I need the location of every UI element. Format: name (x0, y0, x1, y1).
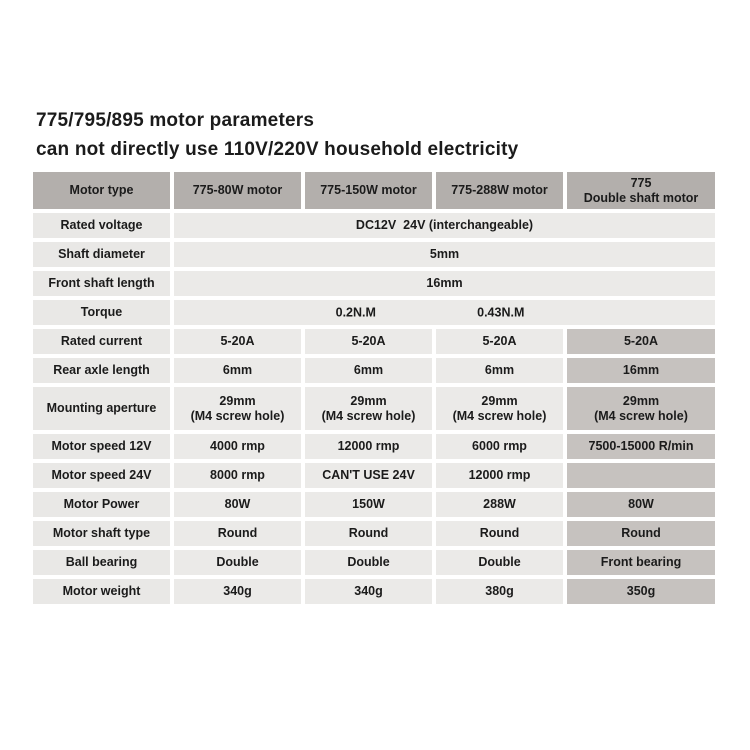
header-775-double-shaft: 775 Double shaft motor (567, 172, 715, 209)
value-shaft-type-288w: Round (436, 521, 563, 546)
value-mounting-150w: 29mm (M4 screw hole) (305, 387, 432, 430)
value-shaft-type-150w: Round (305, 521, 432, 546)
value-bearing-double: Front bearing (567, 550, 715, 575)
torque-value-high: 0.43N.M (477, 305, 525, 319)
value-power-80w: 80W (174, 492, 301, 517)
value-speed24v-double (567, 463, 715, 488)
motor-parameters-table: Motor type 775-80W motor 775-150W motor … (33, 172, 715, 604)
row-label-rated-current: Rated current (33, 329, 170, 354)
row-label-motor-speed-12v: Motor speed 12V (33, 434, 170, 459)
row-label-front-shaft-length: Front shaft length (33, 271, 170, 296)
value-rated-voltage: DC12V 24V (interchangeable) (174, 213, 715, 238)
value-power-double: 80W (567, 492, 715, 517)
value-speed24v-150w: CAN'T USE 24V (305, 463, 432, 488)
row-label-shaft-diameter: Shaft diameter (33, 242, 170, 267)
value-speed24v-288w: 12000 rmp (436, 463, 563, 488)
torque-value-low: 0.2N.M (335, 305, 376, 319)
value-rated-current-150w: 5-20A (305, 329, 432, 354)
value-speed12v-80w: 4000 rmp (174, 434, 301, 459)
value-torque: 0.2N.M 0.43N.M (174, 300, 715, 325)
value-weight-150w: 340g (305, 579, 432, 604)
value-speed12v-double: 7500-15000 R/min (567, 434, 715, 459)
row-label-motor-power: Motor Power (33, 492, 170, 517)
value-mounting-double: 29mm (M4 screw hole) (567, 387, 715, 430)
header-775-288w: 775-288W motor (436, 172, 563, 209)
value-bearing-80w: Double (174, 550, 301, 575)
value-power-288w: 288W (436, 492, 563, 517)
value-shaft-type-80w: Round (174, 521, 301, 546)
value-rated-current-double: 5-20A (567, 329, 715, 354)
value-bearing-150w: Double (305, 550, 432, 575)
row-label-motor-speed-24v: Motor speed 24V (33, 463, 170, 488)
row-label-ball-bearing: Ball bearing (33, 550, 170, 575)
value-weight-double: 350g (567, 579, 715, 604)
value-rated-current-288w: 5-20A (436, 329, 563, 354)
page-title: 775/795/895 motor parameters (36, 110, 315, 131)
row-label-motor-weight: Motor weight (33, 579, 170, 604)
page-subtitle: can not directly use 110V/220V household… (36, 139, 519, 160)
value-weight-80w: 340g (174, 579, 301, 604)
value-front-shaft-length: 16mm (174, 271, 715, 296)
value-speed12v-288w: 6000 rmp (436, 434, 563, 459)
value-mounting-288w: 29mm (M4 screw hole) (436, 387, 563, 430)
title-block: 775/795/895 motor parameters can not dir… (36, 106, 518, 164)
value-rear-axle-150w: 6mm (305, 358, 432, 383)
row-label-torque: Torque (33, 300, 170, 325)
value-weight-288w: 380g (436, 579, 563, 604)
row-label-motor-shaft-type: Motor shaft type (33, 521, 170, 546)
header-775-150w: 775-150W motor (305, 172, 432, 209)
value-bearing-288w: Double (436, 550, 563, 575)
value-power-150w: 150W (305, 492, 432, 517)
row-label-mounting-aperture: Mounting aperture (33, 387, 170, 430)
row-label-rated-voltage: Rated voltage (33, 213, 170, 238)
header-775-80w: 775-80W motor (174, 172, 301, 209)
value-speed12v-150w: 12000 rmp (305, 434, 432, 459)
value-rated-current-80w: 5-20A (174, 329, 301, 354)
header-motor-type: Motor type (33, 172, 170, 209)
value-mounting-80w: 29mm (M4 screw hole) (174, 387, 301, 430)
value-shaft-type-double: Round (567, 521, 715, 546)
value-shaft-diameter: 5mm (174, 242, 715, 267)
row-label-rear-axle-length: Rear axle length (33, 358, 170, 383)
value-rear-axle-288w: 6mm (436, 358, 563, 383)
value-rear-axle-80w: 6mm (174, 358, 301, 383)
value-rear-axle-double: 16mm (567, 358, 715, 383)
value-speed24v-80w: 8000 rmp (174, 463, 301, 488)
